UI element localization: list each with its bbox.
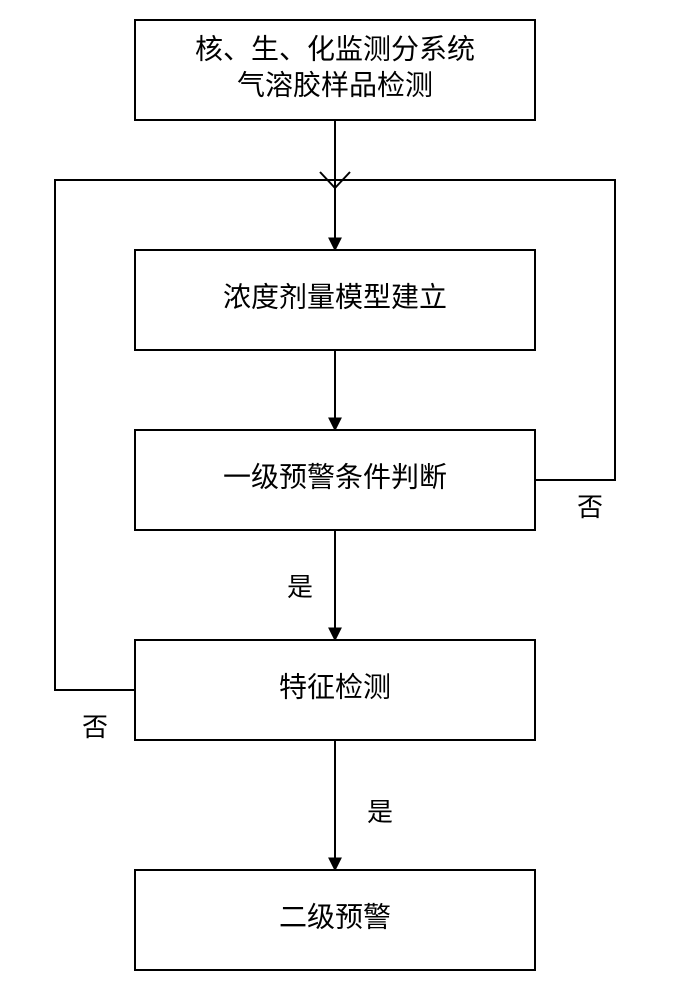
edge-label: 否 — [82, 713, 108, 742]
edge-label: 是 — [287, 573, 313, 602]
node-label: 核、生、化监测分系统 — [195, 33, 475, 65]
edge-label: 是 — [367, 798, 393, 827]
flow-node: 特征检测 — [135, 640, 535, 740]
flow-node: 核、生、化监测分系统气溶胶样品检测 — [135, 20, 535, 120]
flow-node: 一级预警条件判断 — [135, 430, 535, 530]
edge-label: 否 — [577, 493, 603, 522]
node-label: 特征检测 — [279, 671, 391, 703]
flow-edge — [320, 172, 350, 250]
flowchart-svg: 是是否否核、生、化监测分系统气溶胶样品检测浓度剂量模型建立一级预警条件判断特征检… — [0, 0, 673, 1000]
flow-edge: 是 — [335, 740, 393, 870]
flow-edge: 是 — [287, 530, 335, 640]
node-label: 气溶胶样品检测 — [237, 69, 433, 101]
flow-node: 浓度剂量模型建立 — [135, 250, 535, 350]
node-label: 浓度剂量模型建立 — [223, 281, 447, 313]
node-label: 二级预警 — [279, 901, 391, 933]
node-label: 一级预警条件判断 — [223, 461, 447, 493]
flow-node: 二级预警 — [135, 870, 535, 970]
